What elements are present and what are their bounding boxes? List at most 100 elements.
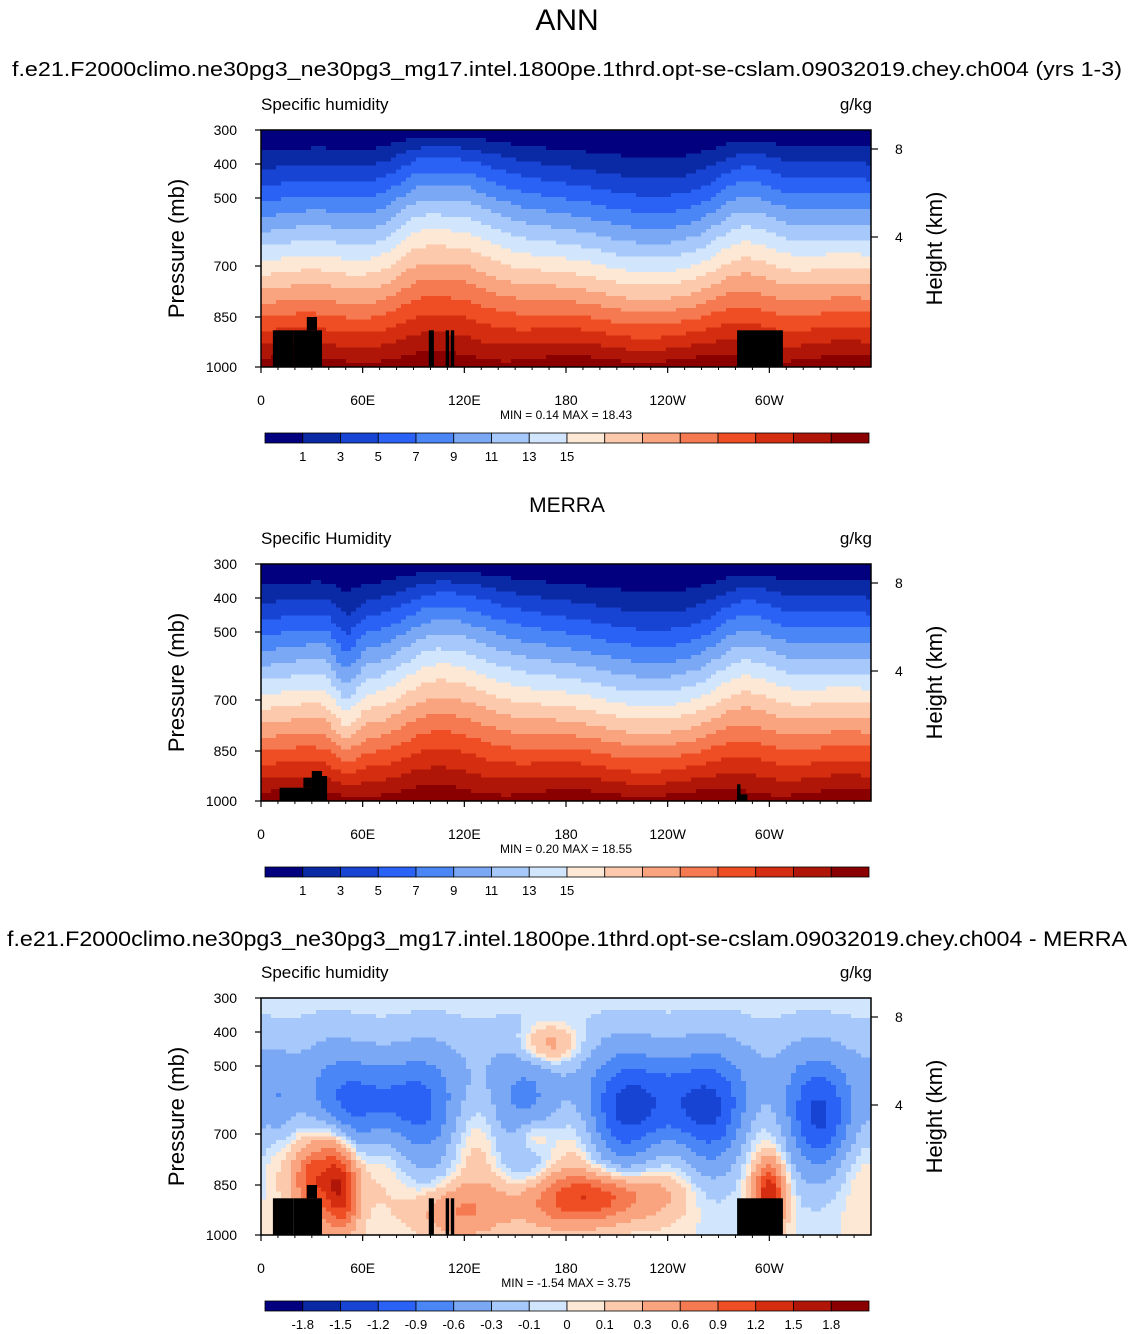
heatmap-cell xyxy=(356,157,362,163)
heatmap-cell xyxy=(596,220,602,226)
heatmap-cell xyxy=(831,236,837,242)
heatmap-cell xyxy=(716,169,722,175)
heatmap-cell xyxy=(481,252,487,257)
heatmap-cell xyxy=(521,272,527,277)
heatmap-cell xyxy=(596,244,602,250)
heatmap-cell xyxy=(776,181,782,186)
heatmap-cell xyxy=(396,189,402,194)
heatmap-cell xyxy=(691,209,697,214)
heatmap-cell xyxy=(331,185,337,190)
heatmap-cell xyxy=(446,260,452,265)
heatmap-cell xyxy=(736,232,742,238)
heatmap-cell xyxy=(851,157,857,163)
heatmap-cell xyxy=(486,209,492,214)
heatmap-cell xyxy=(621,177,627,182)
heatmap-cell xyxy=(276,149,282,155)
heatmap-cell xyxy=(531,268,537,273)
heatmap-cell xyxy=(496,280,502,285)
heatmap-cell xyxy=(731,193,737,198)
heatmap-cell xyxy=(666,284,672,289)
heatmap-cell xyxy=(371,181,377,186)
heatmap-cell xyxy=(261,145,267,151)
heatmap-cell xyxy=(506,252,512,257)
heatmap-cell xyxy=(426,169,432,175)
heatmap-cell xyxy=(346,256,352,261)
heatmap-cell xyxy=(276,205,282,210)
heatmap-cell xyxy=(696,197,702,202)
heatmap-cell xyxy=(306,252,312,257)
heatmap-cell xyxy=(531,240,537,246)
heatmap-cell xyxy=(281,268,287,273)
heatmap-cell xyxy=(831,284,837,289)
heatmap-cell xyxy=(426,284,432,289)
heatmap-cell xyxy=(281,240,287,246)
heatmap-cell xyxy=(341,280,347,285)
heatmap-cell xyxy=(526,181,532,186)
heatmap-cell xyxy=(481,130,487,135)
heatmap-cell xyxy=(266,268,272,273)
heatmap-cell xyxy=(476,157,482,163)
heatmap-cell xyxy=(491,264,497,269)
heatmap-cell xyxy=(396,145,402,151)
heatmap-cell xyxy=(401,205,407,210)
heatmap-cell xyxy=(856,185,862,190)
heatmap-cell xyxy=(471,205,477,210)
heatmap-cell xyxy=(471,149,477,155)
heatmap-cell xyxy=(516,284,522,289)
heatmap-cell xyxy=(406,236,412,242)
heatmap-cell xyxy=(476,137,482,143)
heatmap-cell xyxy=(286,145,292,151)
heatmap-cell xyxy=(496,133,502,139)
heatmap-cell xyxy=(811,260,817,265)
heatmap-cell xyxy=(571,276,577,281)
heatmap-cell xyxy=(586,280,592,285)
heatmap-cell xyxy=(451,153,457,159)
heatmap-cell xyxy=(346,133,352,139)
heatmap-cell xyxy=(456,205,462,210)
heatmap-cell xyxy=(316,236,322,242)
heatmap-cell xyxy=(631,288,637,293)
heatmap-cell xyxy=(506,197,512,202)
heatmap-cell xyxy=(671,137,677,143)
heatmap-cell xyxy=(561,268,567,273)
heatmap-cell xyxy=(816,149,822,155)
heatmap-cell xyxy=(661,205,667,210)
heatmap-cell xyxy=(806,284,812,289)
heatmap-cell xyxy=(546,205,552,210)
heatmap-cell xyxy=(711,189,717,194)
heatmap-cell xyxy=(801,224,807,230)
heatmap-cell xyxy=(611,157,617,163)
heatmap-cell xyxy=(441,244,447,250)
heatmap-cell xyxy=(536,276,542,281)
heatmap-cell xyxy=(441,153,447,159)
heatmap-cell xyxy=(381,181,387,186)
heatmap-cell xyxy=(276,201,282,206)
heatmap-cell xyxy=(366,193,372,198)
heatmap-cell xyxy=(636,137,642,143)
heatmap-cell xyxy=(691,193,697,198)
heatmap-cell xyxy=(571,228,577,234)
heatmap-cell xyxy=(401,260,407,265)
heatmap-cell xyxy=(301,260,307,265)
heatmap-cell xyxy=(496,228,502,234)
heatmap-cell xyxy=(546,209,552,214)
heatmap-cell xyxy=(826,137,832,143)
heatmap-cell xyxy=(316,145,322,151)
heatmap-cell xyxy=(561,177,567,182)
heatmap-cell xyxy=(406,133,412,139)
heatmap-cell xyxy=(616,141,622,147)
heatmap-cell xyxy=(696,189,702,194)
heatmap-cell xyxy=(616,220,622,226)
heatmap-cell xyxy=(786,149,792,155)
heatmap-cell xyxy=(666,185,672,190)
heatmap-cell xyxy=(641,153,647,159)
heatmap-cell xyxy=(741,133,747,139)
heatmap-cell xyxy=(581,264,587,269)
heatmap-cell xyxy=(831,240,837,246)
heatmap-cell xyxy=(861,224,867,230)
heatmap-cell xyxy=(591,260,597,265)
heatmap-cell xyxy=(586,228,592,234)
heatmap-cell xyxy=(296,272,302,277)
heatmap-cell xyxy=(551,276,557,281)
heatmap-cell xyxy=(731,284,737,289)
